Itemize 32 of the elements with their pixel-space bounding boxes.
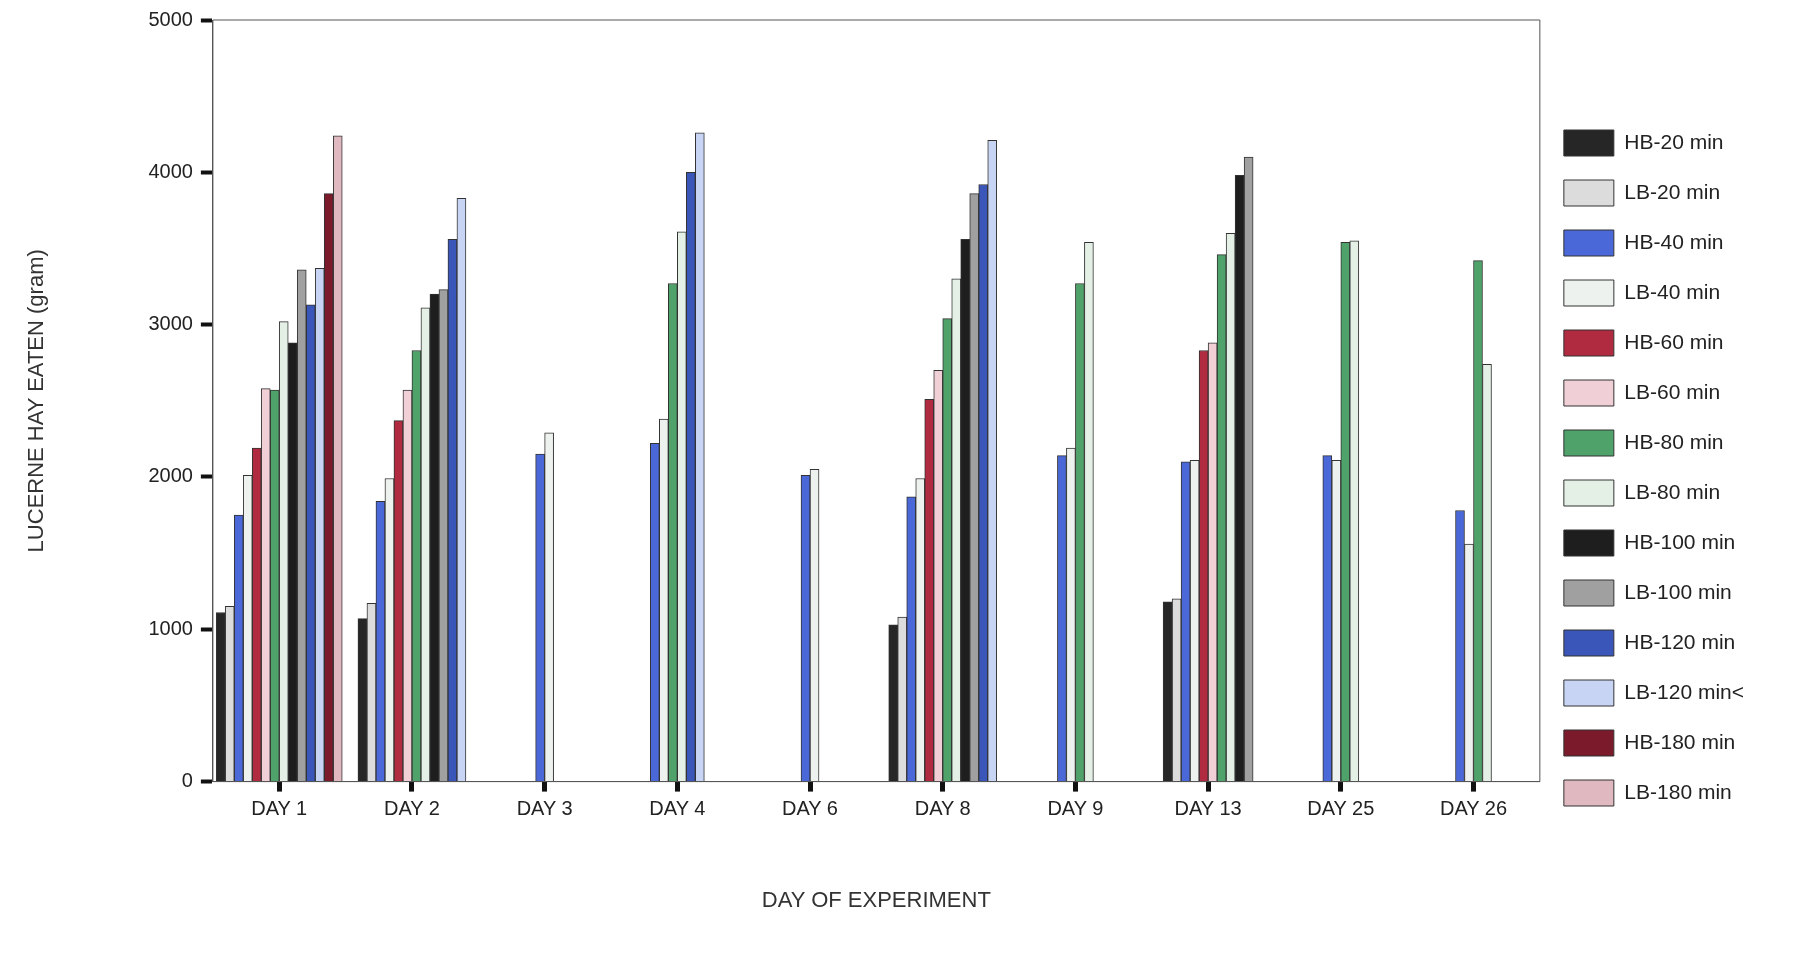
legend-label: HB-20 min	[1624, 129, 1724, 153]
x-tick-label: DAY 3	[516, 797, 573, 820]
legend-label: LB-80 min	[1624, 479, 1721, 503]
x-tick-label: DAY 8	[914, 797, 971, 820]
legend-label: HB-120 min	[1624, 629, 1736, 653]
x-tick-label: DAY 26	[1439, 797, 1508, 820]
y-tick-label: 3000	[148, 312, 193, 335]
y-tick-label: 5000	[148, 7, 193, 30]
y-axis-title: LUCERNE HAY EATEN (gram)	[23, 249, 49, 553]
legend-label: LB-100 min	[1624, 579, 1732, 603]
legend-label: LB-180 min	[1624, 779, 1732, 803]
y-tick-label: 1000	[148, 616, 193, 639]
y-tick-label: 0	[181, 769, 193, 792]
legend-label: LB-40 min	[1624, 279, 1721, 303]
x-tick-label: DAY 1	[251, 797, 308, 820]
legend-label: HB-180 min	[1624, 729, 1736, 753]
legend-label: HB-100 min	[1624, 529, 1736, 553]
x-tick-label: DAY 2	[383, 797, 440, 820]
legend-label: LB-120 min<	[1624, 679, 1744, 703]
x-axis-title: DAY OF EXPERIMENT	[761, 886, 991, 912]
x-tick-label: DAY 13	[1174, 797, 1242, 820]
x-tick-label: DAY 6	[782, 797, 839, 820]
x-tick-label: DAY 4	[649, 797, 706, 820]
x-tick-label: DAY 25	[1307, 797, 1375, 820]
legend-label: HB-60 min	[1624, 329, 1724, 353]
y-tick-label: 4000	[148, 159, 193, 182]
legend-label: LB-60 min	[1624, 379, 1721, 403]
legend-label: LB-20 min	[1624, 179, 1721, 203]
legend-label: HB-80 min	[1624, 429, 1724, 453]
y-tick-label: 2000	[148, 464, 193, 487]
legend-label: HB-40 min	[1624, 229, 1724, 253]
x-tick-label: DAY 9	[1047, 797, 1104, 820]
